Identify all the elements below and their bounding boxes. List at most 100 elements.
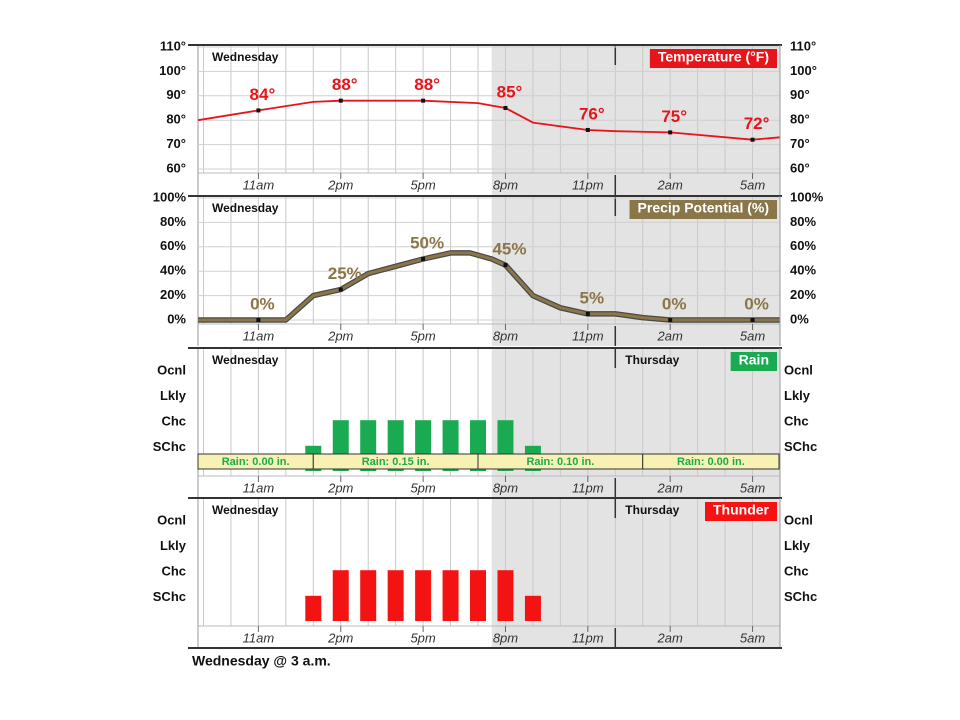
rain-total: Rain: 0.00 in. <box>222 456 290 468</box>
y-tick-label: 0% <box>167 311 186 326</box>
rain-total: Rain: 0.15 in. <box>362 456 430 468</box>
panel-title-box <box>649 49 777 68</box>
bar <box>305 595 322 621</box>
y-tick-label-right: 80° <box>790 112 810 127</box>
x-tick-label: 8pm <box>493 630 518 645</box>
data-label: 0% <box>744 294 769 313</box>
x-tick-label: 5pm <box>410 328 435 343</box>
data-label: 84° <box>250 85 276 104</box>
y-tick-label: 70° <box>166 136 186 151</box>
y-level-label-right: Chc <box>784 564 809 579</box>
data-label: 85° <box>497 82 523 101</box>
y-level-label: SChc <box>153 589 186 604</box>
y-tick-label: 100° <box>159 63 186 78</box>
rain-total: Rain: 0.10 in. <box>526 456 594 468</box>
footer: Wednesday @ 3 a.m. <box>192 653 331 669</box>
y-level-label: Ocnl <box>157 512 186 527</box>
y-tick-label: 110° <box>160 38 186 53</box>
bar <box>387 570 404 621</box>
data-label: 0% <box>250 294 275 313</box>
day-label: Wednesday <box>212 503 279 517</box>
day-label: Wednesday <box>212 353 279 367</box>
y-tick-label-right: 60% <box>790 238 816 253</box>
y-level-label: Chc <box>161 564 186 579</box>
y-tick-label: 40% <box>160 263 186 278</box>
line <box>198 251 780 322</box>
y-tick-label-right: 90° <box>790 87 810 102</box>
y-tick-label: 60% <box>160 238 186 253</box>
day-label: Wednesday <box>212 201 279 215</box>
y-level-label-right: Ocnl <box>784 512 813 527</box>
bar <box>442 570 459 621</box>
y-tick-label: 80% <box>160 214 186 229</box>
x-tick-label: 8pm <box>493 328 518 343</box>
data-label: 0% <box>662 294 687 313</box>
y-level-label: Ocnl <box>157 362 186 377</box>
x-tick-label: 11pm <box>572 630 604 645</box>
x-tick-label: 2am <box>657 630 683 645</box>
x-tick-label: 11am <box>243 328 275 343</box>
y-tick-label-right: 100° <box>790 63 817 78</box>
night-shade <box>491 348 780 498</box>
data-label: 88° <box>414 75 440 94</box>
y-tick-label: 80° <box>166 112 186 127</box>
x-tick-label: 8pm <box>493 177 518 192</box>
panel-title: Precip Potential (%) <box>638 200 769 216</box>
y-tick-label-right: 80% <box>790 214 816 229</box>
data-label: 75° <box>661 107 687 126</box>
point-marker <box>503 263 508 268</box>
day-label: Wednesday <box>212 50 279 64</box>
x-tick-label: 5pm <box>410 177 435 192</box>
point-marker <box>338 287 343 292</box>
y-level-label-right: Ocnl <box>784 362 813 377</box>
bar <box>470 570 487 621</box>
panel-title-box <box>629 200 777 219</box>
x-tick-label: 11pm <box>572 328 604 343</box>
x-tick-label: 2pm <box>327 328 353 343</box>
point-marker <box>421 98 426 103</box>
y-level-label-right: SChc <box>784 439 817 454</box>
y-tick-label: 90° <box>166 87 186 102</box>
y-level-label: Lkly <box>160 538 187 553</box>
bar <box>332 570 349 621</box>
x-tick-label: 2am <box>657 328 683 343</box>
point-marker <box>256 318 261 322</box>
y-tick-label-right: 20% <box>790 287 816 302</box>
y-tick-label-right: 110° <box>790 38 816 53</box>
data-label: 72° <box>744 114 770 133</box>
point-marker <box>668 130 673 135</box>
data-label: 88° <box>332 75 358 94</box>
rain-total-box <box>642 453 780 470</box>
x-tick-label: 5am <box>740 480 765 495</box>
panel-title: Thunder <box>713 502 770 518</box>
point-marker <box>421 257 426 261</box>
data-label: 76° <box>579 104 605 123</box>
panel-title: Rain <box>739 352 769 368</box>
point-marker <box>585 127 590 132</box>
x-tick-label: 2am <box>657 480 683 495</box>
point-marker <box>585 311 590 316</box>
x-tick-label: 5am <box>740 328 765 343</box>
y-tick-label-right: 70° <box>790 136 810 151</box>
panel-title: Temperature (°F) <box>658 49 769 65</box>
y-tick-label-right: 100% <box>790 189 824 204</box>
y-tick-label: 60° <box>166 160 186 175</box>
y-level-label-right: Lkly <box>784 388 811 403</box>
point-marker <box>668 318 673 322</box>
day-label: Thursday <box>625 503 679 517</box>
y-tick-label: 20% <box>160 287 186 302</box>
x-tick-label: 11am <box>243 480 275 495</box>
x-tick-label: 11am <box>243 630 275 645</box>
bar <box>415 570 432 621</box>
x-tick-label: 5am <box>740 630 765 645</box>
y-level-label-right: SChc <box>784 589 817 604</box>
point-marker <box>503 106 508 110</box>
night-shade <box>491 498 780 648</box>
data-label: 5% <box>580 288 605 307</box>
data-label: 45% <box>492 240 526 259</box>
x-tick-label: 2pm <box>327 630 353 645</box>
x-tick-label: 11am <box>243 177 275 192</box>
y-tick-label-right: 60° <box>790 160 810 175</box>
bar <box>524 595 541 621</box>
